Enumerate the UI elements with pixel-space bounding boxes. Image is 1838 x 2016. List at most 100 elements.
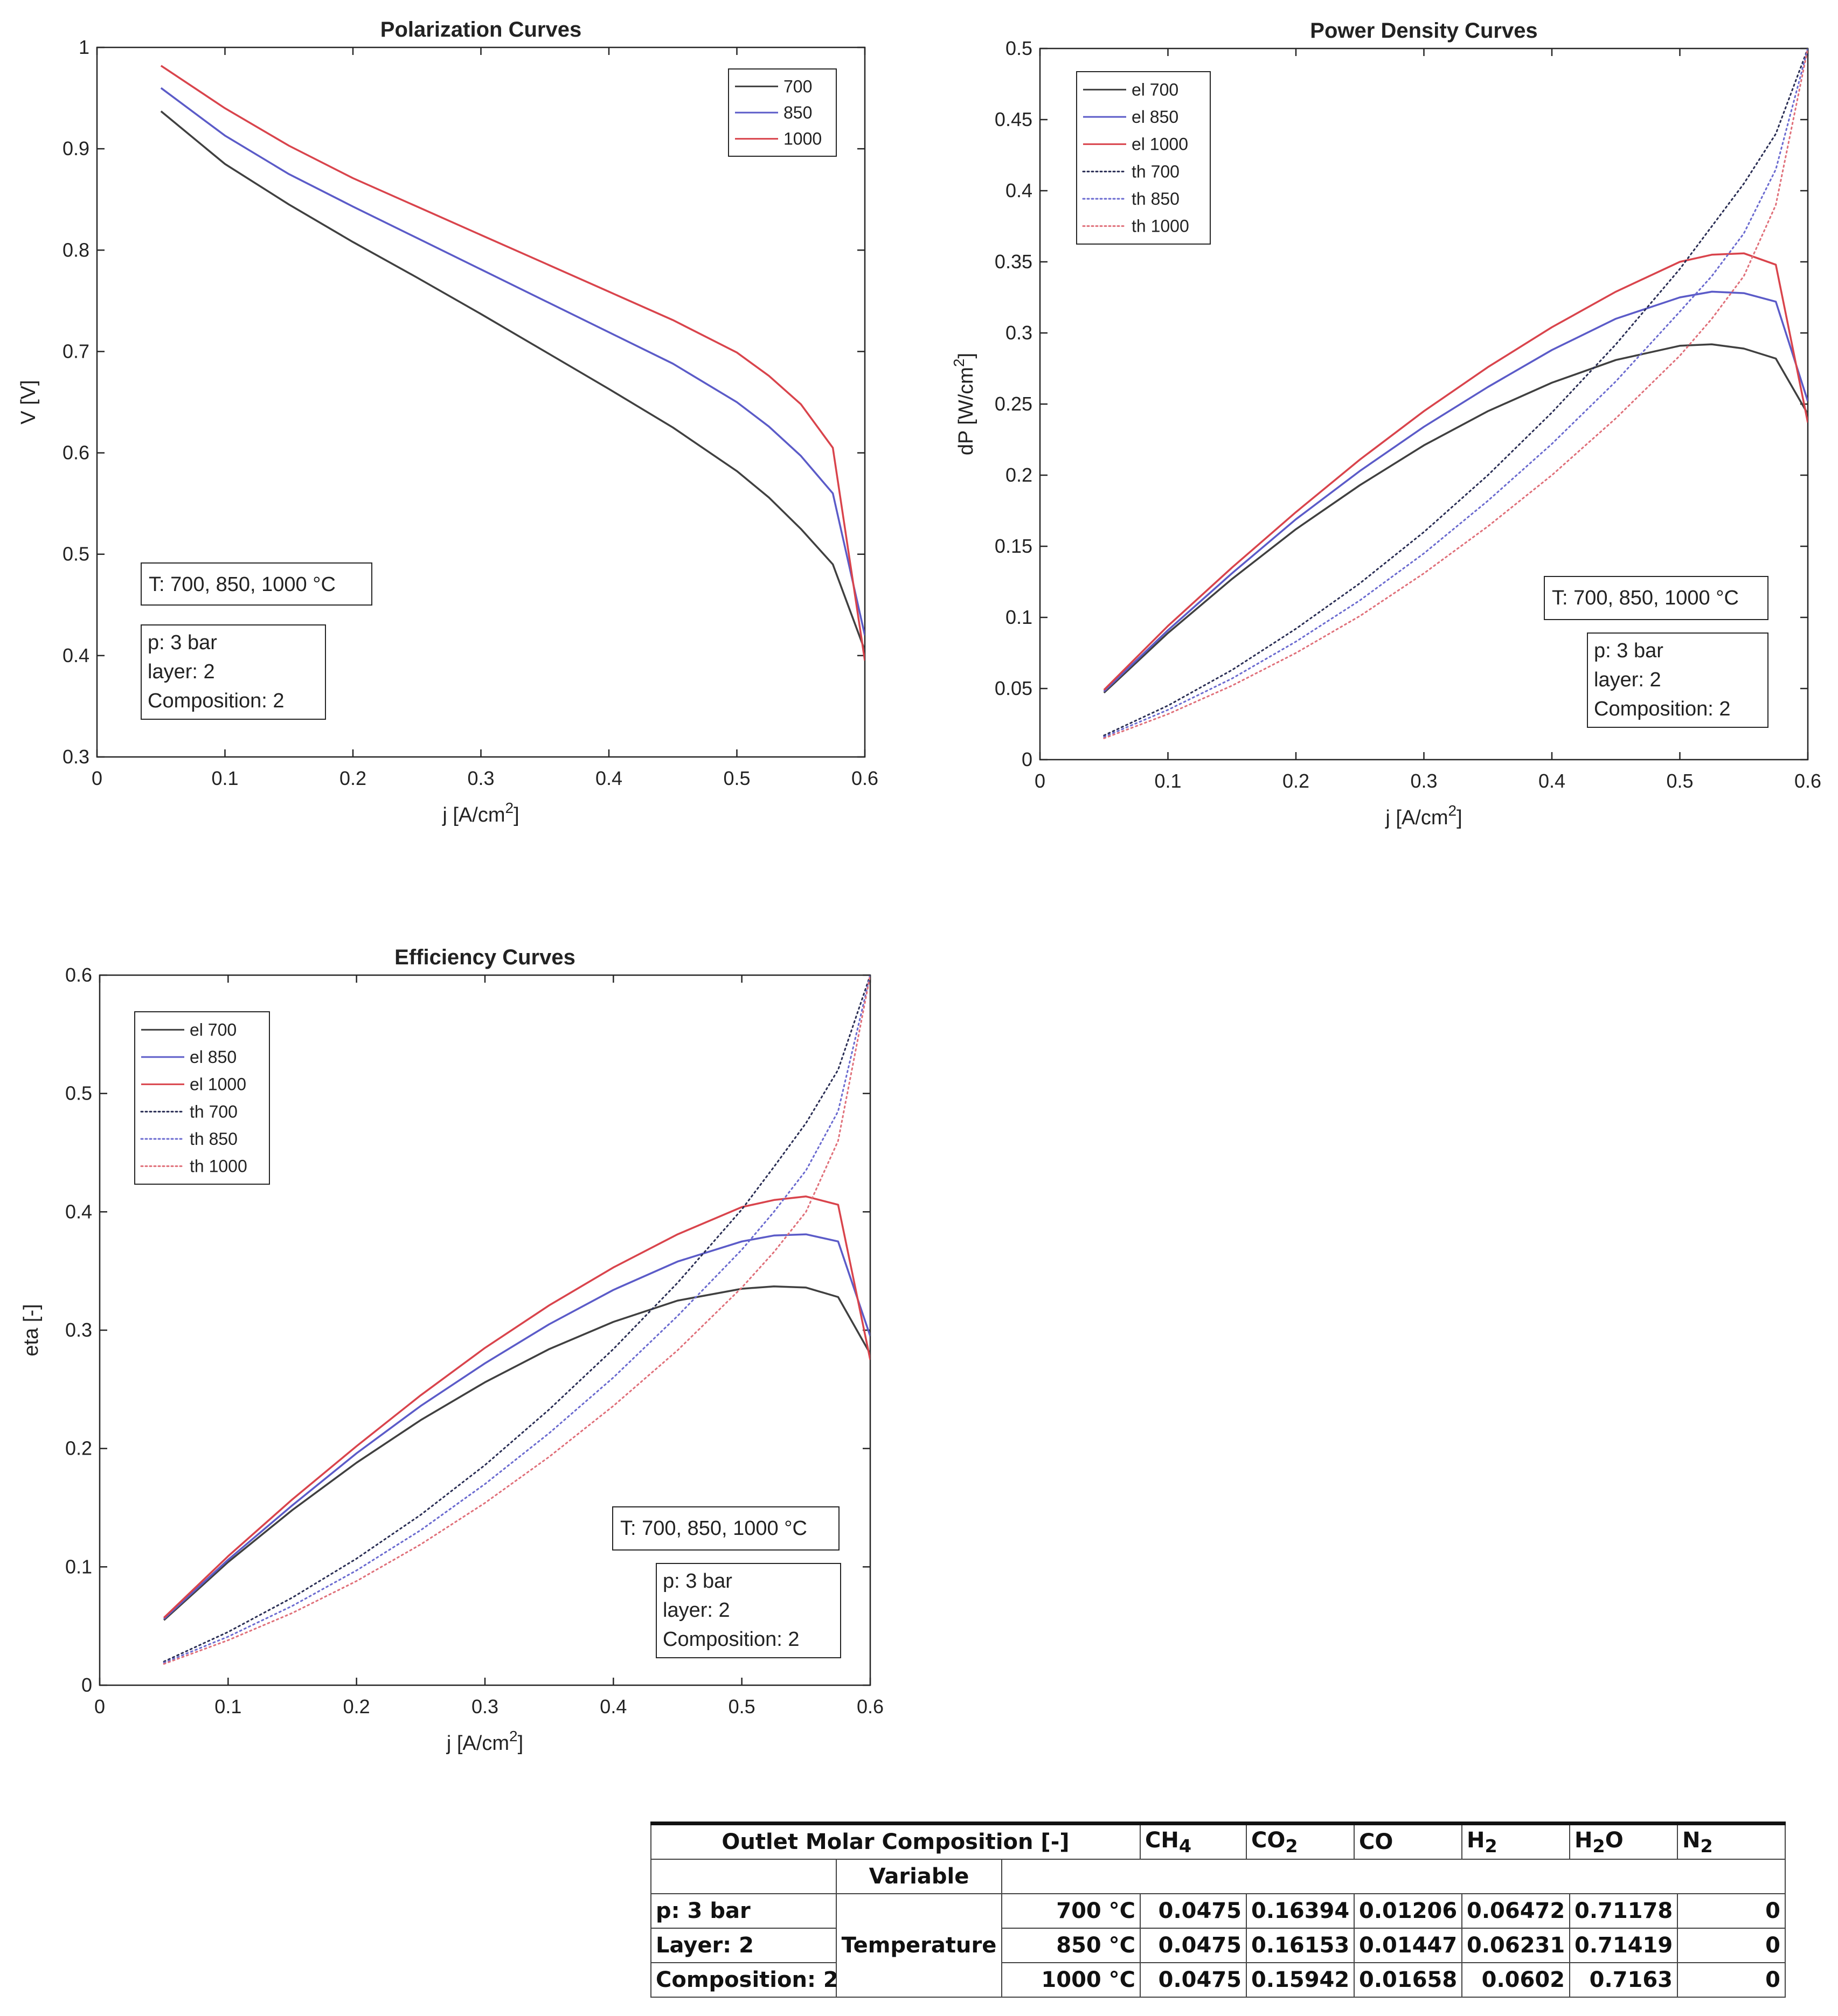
series-line-el-700 xyxy=(1103,343,1808,694)
table-cell xyxy=(650,1859,837,1894)
params-annotation: p: 3 bar xyxy=(148,631,217,654)
x-axis-label: j [A/cm2] xyxy=(1385,802,1462,829)
x-tick-label: 0.2 xyxy=(1282,770,1309,792)
row-label: Composition: 2 xyxy=(650,1962,838,1998)
y-tick-label: 0.4 xyxy=(65,1200,92,1222)
x-tick-label: 0.4 xyxy=(1538,770,1565,792)
x-tick-label: 0.4 xyxy=(595,767,622,789)
params-annotation: p: 3 bar xyxy=(663,1570,732,1593)
y-tick-label: 0.6 xyxy=(65,964,92,986)
x-tick-label: 0.6 xyxy=(851,767,878,789)
y-tick-label: 0.25 xyxy=(995,393,1032,415)
legend-label: th 850 xyxy=(1132,189,1180,208)
y-tick-label: 0.05 xyxy=(995,677,1032,699)
legend-label: el 700 xyxy=(190,1020,237,1039)
value-cell: 0.0475 xyxy=(1140,1962,1247,1998)
legend-label: th 700 xyxy=(190,1102,238,1121)
y-tick-label: 0.3 xyxy=(65,1319,92,1341)
col-header-h2: H2 xyxy=(1461,1822,1571,1860)
y-tick-label: 0.45 xyxy=(995,108,1032,130)
series-line-el-850 xyxy=(1103,290,1808,692)
table-header-row: Outlet Molar Composition [-] CH4 CO2 CO … xyxy=(650,1822,1786,1860)
params-box xyxy=(656,1563,841,1658)
col-header-co: CO xyxy=(1354,1822,1463,1860)
annotation: T: 700, 850, 1000 °C p: 3 bar layer: 2 Comp… xyxy=(141,562,372,720)
params-annotation: Composition: 2 xyxy=(1594,698,1730,720)
temperature-annotation: T: 700, 850, 1000 °C xyxy=(1552,587,1739,609)
params-annotation: p: 3 bar xyxy=(1594,639,1663,662)
value-cell: 0 xyxy=(1677,1928,1786,1963)
chart-title: Polarization Curves xyxy=(380,18,581,41)
temp-cell: 850 °C xyxy=(1001,1928,1141,1963)
power-density-chart: Power Density Curves 0 0.1 0.2 0.3 0.4 0.5 0.6 0… xyxy=(951,19,1821,829)
legend-label: el 850 xyxy=(190,1047,237,1067)
y-tick-label: 0.3 xyxy=(1005,322,1032,344)
series-line-th-700 xyxy=(1103,48,1808,736)
group-label: Temperature xyxy=(836,1893,1002,1998)
value-cell: 0.0475 xyxy=(1140,1928,1247,1963)
temp-cell: 700 °C xyxy=(1001,1893,1141,1929)
series-line-el-1000 xyxy=(1103,252,1808,691)
x-tick-label: 0.1 xyxy=(214,1695,241,1718)
x-tick-label: 0.6 xyxy=(857,1695,884,1718)
value-cell: 0.0475 xyxy=(1140,1893,1247,1929)
row-label: Layer: 2 xyxy=(650,1928,837,1963)
variable-label: Variable xyxy=(836,1859,1002,1894)
params-box xyxy=(141,624,326,720)
series-line-th-700 xyxy=(163,975,870,1663)
legend-label: el 1000 xyxy=(190,1075,246,1094)
x-tick-label: 0.6 xyxy=(1794,770,1821,792)
y-tick-label: 0.5 xyxy=(1005,37,1032,59)
row-label: p: 3 bar xyxy=(650,1893,837,1929)
x-tick-label: 0.1 xyxy=(1154,770,1181,792)
legend-label: th 700 xyxy=(1132,162,1180,181)
y-tick-label: 0.7 xyxy=(63,340,89,362)
legend-label: 1000 xyxy=(783,129,822,149)
y-tick-label: 0.3 xyxy=(63,746,89,768)
x-tick-label: 0 xyxy=(94,1695,105,1718)
value-cell: 0.01206 xyxy=(1354,1893,1463,1929)
x-axis-label: j [A/cm2] xyxy=(446,1728,523,1755)
series-line-th-1000 xyxy=(163,975,870,1665)
chart-title: Power Density Curves xyxy=(1310,19,1537,43)
legend-label: th 1000 xyxy=(190,1157,247,1176)
series-line-el-1000 xyxy=(163,1195,870,1619)
y-tick-label: 1 xyxy=(79,36,89,58)
efficiency-chart: Efficiency Curves 0 0.1 0.2 0.3 0.4 0.5 0.6 0 0.1… xyxy=(20,946,884,1755)
y-tick-label: 0.2 xyxy=(1005,464,1032,486)
annotation: T: 700, 850, 1000 °C p: 3 bar layer: 2 Comp… xyxy=(612,1506,841,1658)
series-line-th-1000 xyxy=(1103,48,1808,739)
legend-label: el 700 xyxy=(1132,80,1178,99)
series-line-1000 xyxy=(160,65,865,661)
legend: el 700 el 850 el 1000 th 700 th 850 th 1000 xyxy=(134,1011,270,1185)
y-tick-label: 0.8 xyxy=(63,239,89,261)
x-tick-label: 0.3 xyxy=(1410,770,1437,792)
params-annotation: layer: 2 xyxy=(148,661,215,683)
legend-box xyxy=(1076,71,1211,245)
x-tick-label: 0.5 xyxy=(1666,770,1693,792)
value-cell: 0.71178 xyxy=(1569,1893,1679,1929)
params-box xyxy=(1587,632,1768,728)
series-line-700 xyxy=(160,110,865,651)
legend-box xyxy=(134,1011,270,1185)
params-annotation: Composition: 2 xyxy=(148,690,284,712)
legend-label: el 850 xyxy=(1132,107,1178,127)
value-cell: 0.01447 xyxy=(1354,1928,1463,1963)
legend-label: th 1000 xyxy=(1132,217,1189,236)
polarization-chart: Polarization Curves 0 0.1 0.2 0.3 0.4 0.5 0.6 0.… xyxy=(17,18,878,826)
x-tick-label: 0.5 xyxy=(729,1695,755,1718)
col-header-h2o: H2O xyxy=(1569,1822,1679,1860)
col-header-ch4: CH4 xyxy=(1140,1822,1247,1860)
params-annotation: layer: 2 xyxy=(1594,669,1661,691)
y-tick-label: 0.6 xyxy=(63,442,89,464)
legend-label: 700 xyxy=(783,77,812,96)
x-tick-label: 0.3 xyxy=(467,767,494,789)
table-row: Layer: 2 850 °C 0.0475 0.16153 0.01447 0… xyxy=(650,1928,1786,1963)
legend-label: th 850 xyxy=(190,1129,238,1149)
annotation: T: 700, 850, 1000 °C p: 3 bar layer: 2 Comp… xyxy=(1544,576,1768,728)
value-cell: 0.01658 xyxy=(1354,1962,1463,1998)
table-title: Outlet Molar Composition [-] xyxy=(650,1822,1141,1860)
params-annotation: Composition: 2 xyxy=(663,1628,799,1651)
y-tick-label: 0.35 xyxy=(995,251,1032,273)
